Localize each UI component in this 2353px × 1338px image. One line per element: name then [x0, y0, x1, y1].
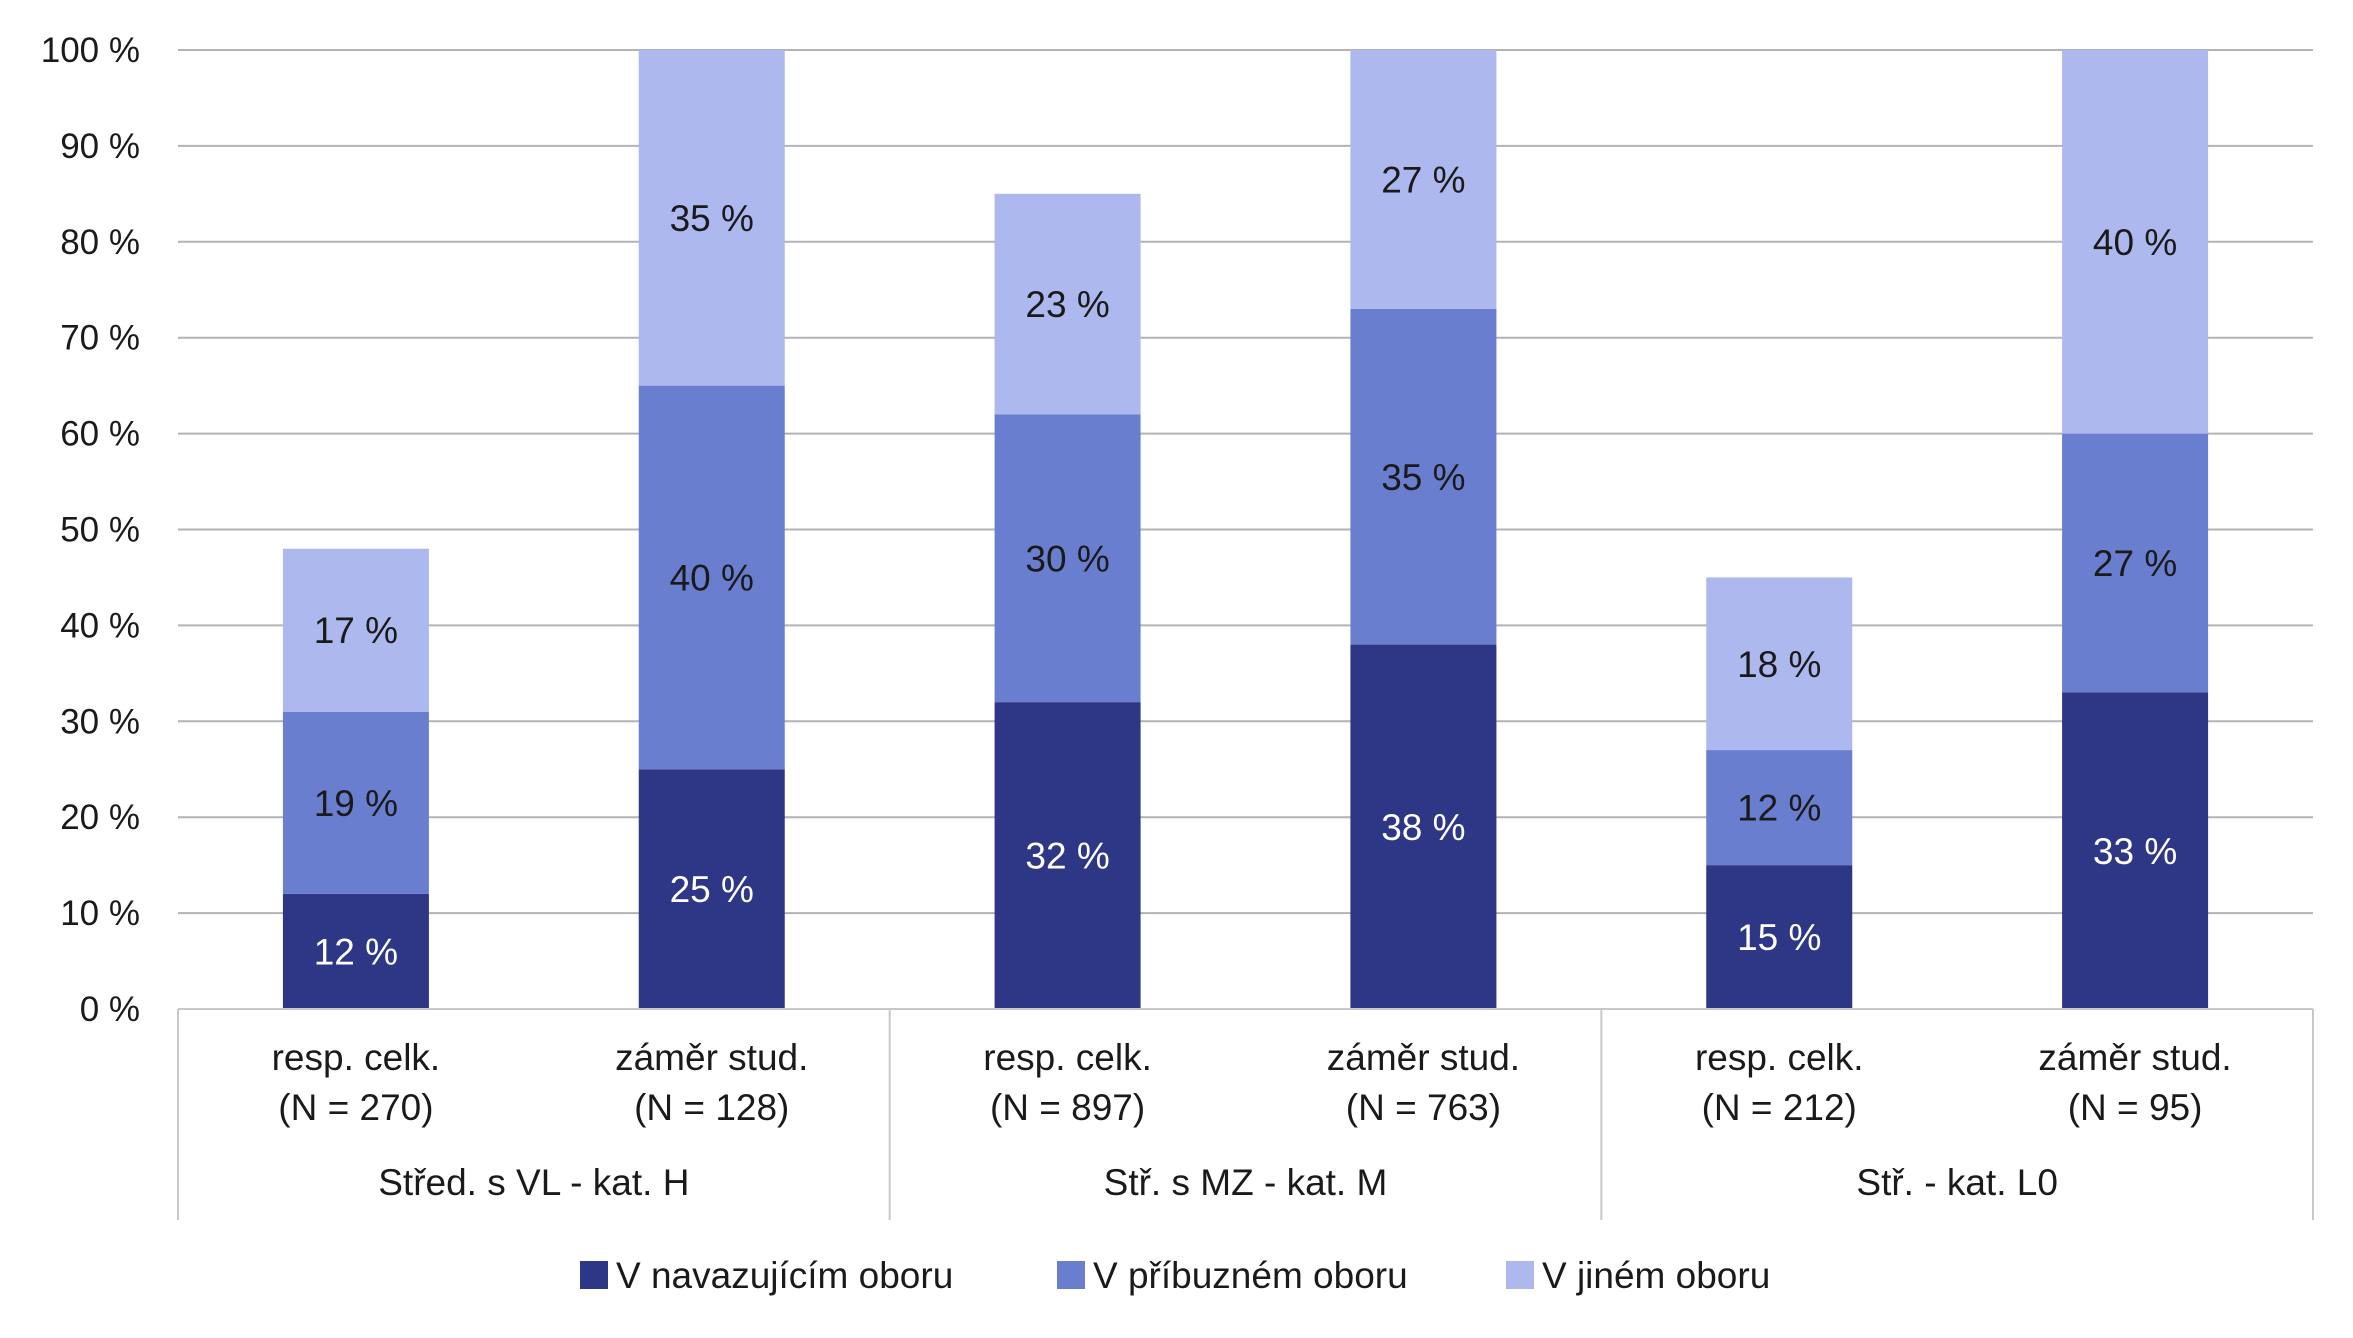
data-label: 17 %: [314, 610, 398, 651]
legend-label: V navazujícím oboru: [616, 1255, 953, 1296]
y-tick-label: 50 %: [60, 511, 140, 550]
bar-segment: [638, 385, 785, 770]
data-label: 23 %: [1025, 284, 1109, 325]
y-tick-label: 30 %: [60, 702, 140, 741]
bar-segment: [2062, 692, 2209, 1009]
data-label: 27 %: [1381, 159, 1465, 200]
data-label: 15 %: [1737, 917, 1821, 958]
data-label: 35 %: [670, 198, 754, 239]
y-tick-label: 0 %: [80, 990, 140, 1029]
data-label: 27 %: [2093, 543, 2177, 584]
data-label: 40 %: [2093, 222, 2177, 263]
y-tick-label: 20 %: [60, 798, 140, 837]
category-label: (N = 270): [278, 1087, 433, 1128]
bar-segment: [1350, 308, 1497, 645]
data-label: 33 %: [2093, 831, 2177, 872]
y-tick-label: 70 %: [60, 319, 140, 358]
data-label: 19 %: [314, 783, 398, 824]
category-label: záměr stud.: [2038, 1037, 2231, 1078]
data-label: 35 %: [1381, 457, 1465, 498]
bar-segment: [1350, 50, 1497, 309]
bar-segment: [1706, 865, 1853, 1009]
data-label: 18 %: [1737, 644, 1821, 685]
bar-segment: [282, 548, 429, 712]
data-label: 30 %: [1025, 538, 1109, 579]
bar-segment: [638, 769, 785, 1009]
data-label: 25 %: [670, 869, 754, 910]
bar-segment: [994, 193, 1141, 415]
bar-segment: [638, 50, 785, 386]
bar-segment: [994, 702, 1141, 1009]
bar-segment: [994, 414, 1141, 703]
legend-label: V příbuzném oboru: [1093, 1255, 1408, 1296]
data-label: 32 %: [1025, 836, 1109, 877]
category-label: resp. celk.: [272, 1037, 441, 1078]
y-tick-label: 100 %: [41, 31, 140, 70]
bar-segment: [1350, 644, 1497, 1009]
category-label: (N = 128): [634, 1087, 789, 1128]
y-axis-ticks: 0 % 10 % 20 % 30 % 40 % 50 % 60 % 70 % 80 % 90 % 1…: [41, 31, 140, 1029]
legend-swatch: [580, 1261, 608, 1289]
bar-segment: [282, 893, 429, 1009]
y-tick-label: 90 %: [60, 127, 140, 166]
y-tick-label: 10 %: [60, 894, 140, 933]
gridlines: [178, 49, 2313, 1010]
legend-swatch: [1506, 1261, 1534, 1289]
bar-segment: [282, 711, 429, 894]
data-label: 12 %: [314, 931, 398, 972]
category-label: (N = 763): [1346, 1087, 1501, 1128]
group-label: Stř. s MZ - kat. M: [1104, 1162, 1388, 1203]
bar-segment: [1706, 750, 1853, 866]
y-tick-label: 60 %: [60, 415, 140, 454]
category-label: záměr stud.: [1327, 1037, 1520, 1078]
legend-swatch: [1057, 1261, 1085, 1289]
legend: V navazujícím oboru V příbuzném oboru V ji…: [580, 1255, 1770, 1296]
category-label: (N = 212): [1702, 1087, 1857, 1128]
bars: 12 % 19 % 17 % 25 % 40 % 35 % 32 % 30 % 23 % 38 %…: [282, 50, 2209, 1009]
y-tick-label: 80 %: [60, 223, 140, 262]
data-label: 40 %: [670, 557, 754, 598]
category-label: záměr stud.: [615, 1037, 808, 1078]
bar-segment: [2062, 433, 2209, 693]
x-axis: resp. celk. (N = 270) záměr stud. (N = 128)…: [177, 1008, 2314, 1220]
data-label: 12 %: [1737, 788, 1821, 829]
category-label: (N = 897): [990, 1087, 1145, 1128]
y-tick-label: 40 %: [60, 606, 140, 645]
bar-segment: [2062, 50, 2209, 434]
group-label: Střed. s VL - kat. H: [378, 1162, 689, 1203]
data-label: 38 %: [1381, 807, 1465, 848]
category-label: resp. celk.: [1695, 1037, 1864, 1078]
category-label: (N = 95): [2068, 1087, 2203, 1128]
category-label: resp. celk.: [983, 1037, 1152, 1078]
bar-segment: [1706, 577, 1853, 751]
legend-label: V jiném oboru: [1542, 1255, 1770, 1296]
group-label: Stř. - kat. L0: [1856, 1162, 2058, 1203]
